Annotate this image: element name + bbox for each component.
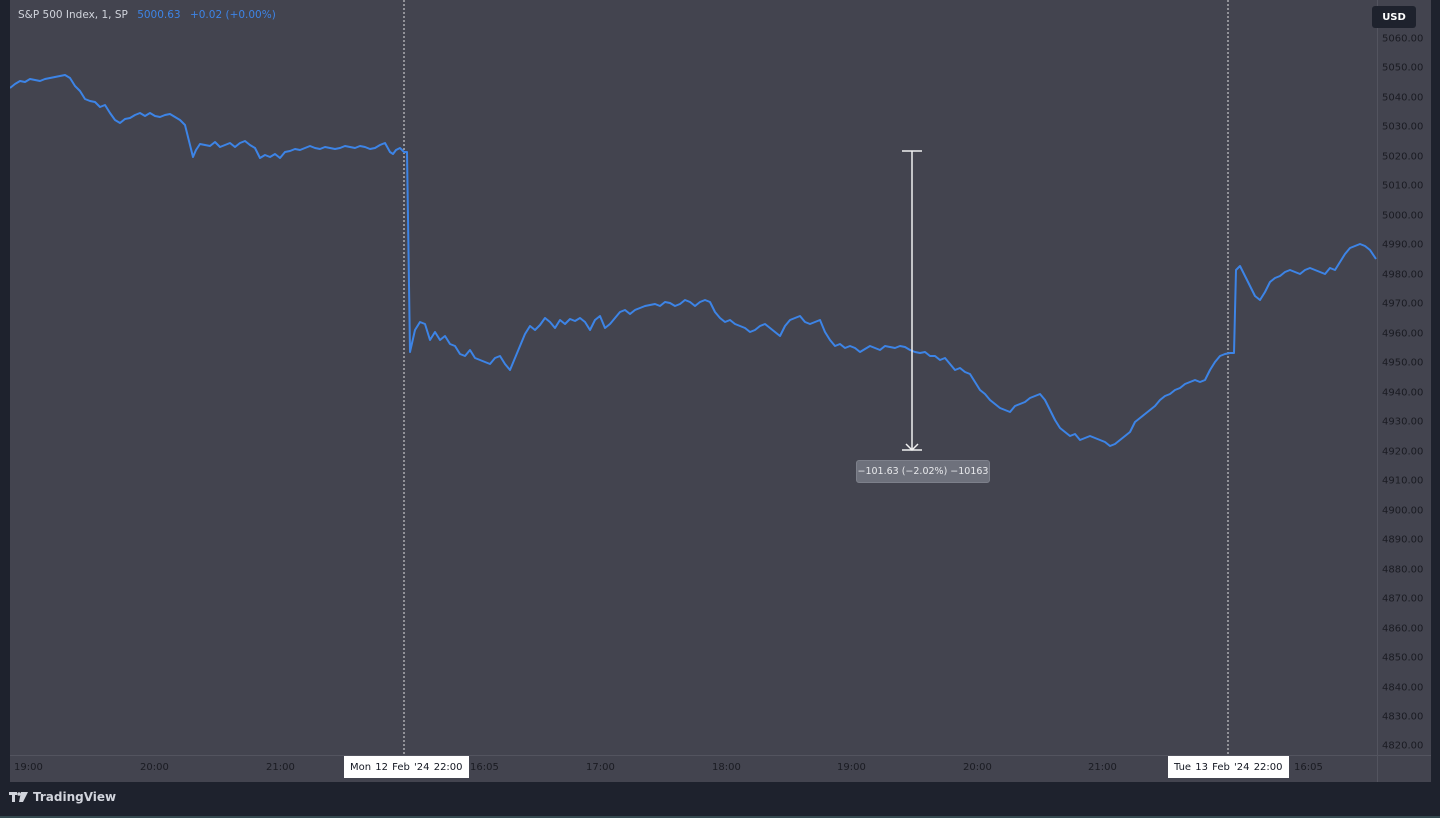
price-tick: 5060.00 [1382,33,1424,45]
price-tick: 4950.00 [1382,357,1424,369]
footer-bar [0,782,1440,818]
price-tick: 5020.00 [1382,151,1424,163]
price-tick: 4960.00 [1382,328,1424,340]
price-tick: 4910.00 [1382,475,1424,487]
time-tick: 17:00 [586,762,615,773]
price-tick: 4860.00 [1382,623,1424,635]
session-date-label: Tue 13 Feb '24 22:00 [1168,756,1289,778]
time-tick: 18:00 [712,762,741,773]
axis-corner [1377,755,1431,783]
chart-frame: S&P 500 Index, 1, SP 5000.63 +0.02 (+0.0… [10,0,1431,783]
time-tick: 19:00 [14,762,43,773]
price-tick: 5010.00 [1382,180,1424,192]
time-tick: 21:00 [266,762,295,773]
price-tick: 4940.00 [1382,387,1424,399]
footer-divider [0,816,1440,818]
price-tick: 4890.00 [1382,534,1424,546]
tradingview-logo[interactable]: TradingView [9,790,116,804]
price-tick: 4980.00 [1382,269,1424,281]
price-tick: 4920.00 [1382,446,1424,458]
measure-result-label: −101.63 (−2.02%) −10163 [856,460,990,483]
time-tick: 16:05 [470,762,499,773]
time-tick: 20:00 [963,762,992,773]
time-tick: 21:00 [1088,762,1117,773]
price-tick: 4840.00 [1382,682,1424,694]
symbol-legend[interactable]: S&P 500 Index, 1, SP 5000.63 +0.02 (+0.0… [18,9,276,21]
symbol-label: S&P 500 Index, 1, SP [18,9,128,21]
price-tick: 4930.00 [1382,416,1424,428]
price-tick: 5000.00 [1382,210,1424,222]
price-tick: 4870.00 [1382,593,1424,605]
price-tick: 4820.00 [1382,740,1424,752]
price-line-chart [10,0,1377,755]
time-tick: 16:05 [1294,762,1323,773]
price-tick: 4850.00 [1382,652,1424,664]
measure-arrow-down-icon [905,443,919,452]
time-axis[interactable] [10,755,1377,783]
price-tick: 4900.00 [1382,505,1424,517]
price-tick: 5030.00 [1382,121,1424,133]
price-tick: 4990.00 [1382,239,1424,251]
time-tick: 19:00 [837,762,866,773]
price-tick: 5040.00 [1382,92,1424,104]
price-tick: 4880.00 [1382,564,1424,576]
price-tick: 4830.00 [1382,711,1424,723]
tradingview-logo-icon [9,792,28,802]
brand-name: TradingView [33,790,117,804]
price-line [10,74,1377,447]
last-price: 5000.63 [137,9,181,21]
session-date-label: Mon 12 Feb '24 22:00 [344,756,469,778]
price-change: +0.02 (+0.00%) [189,9,276,21]
chart-plot-area[interactable]: S&P 500 Index, 1, SP 5000.63 +0.02 (+0.0… [10,0,1377,755]
currency-badge[interactable]: USD [1372,6,1416,28]
price-tick: 4970.00 [1382,298,1424,310]
time-tick: 20:00 [140,762,169,773]
price-axis[interactable] [1377,0,1431,782]
price-tick: 5050.00 [1382,62,1424,74]
